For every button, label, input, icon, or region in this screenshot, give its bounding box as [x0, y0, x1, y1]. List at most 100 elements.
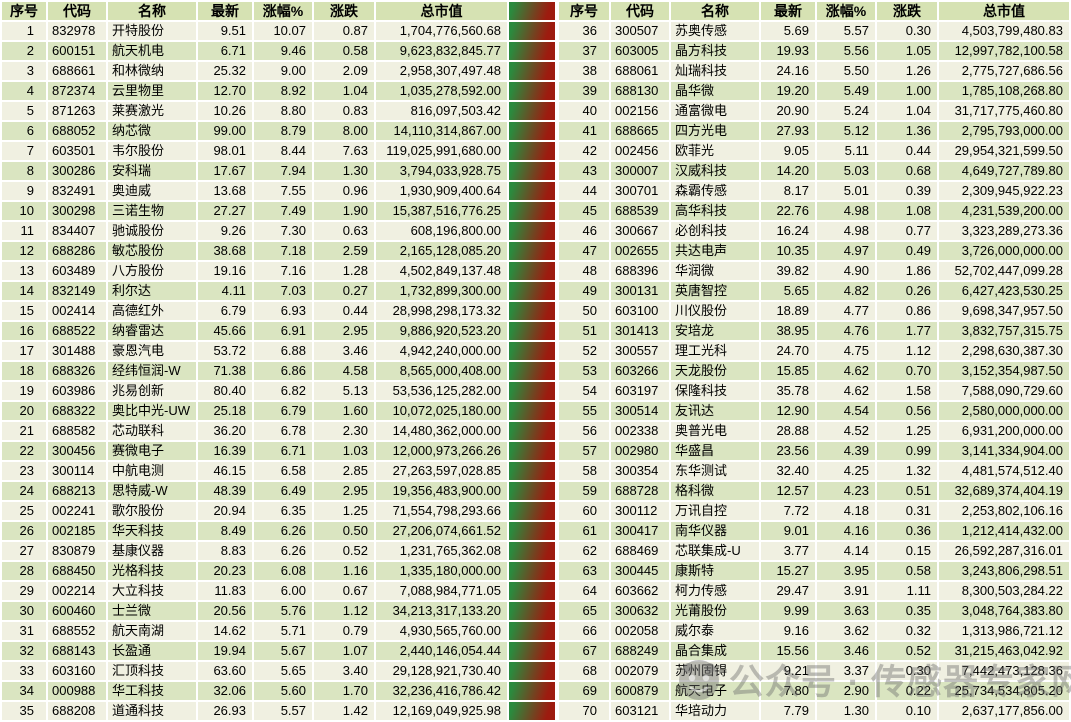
cell-change-pct[interactable]: 5.65	[254, 662, 312, 680]
cell-code[interactable]: 300514	[611, 402, 669, 420]
cell-last-price[interactable]: 29.47	[761, 582, 815, 600]
cell-change-pct[interactable]: 7.18	[254, 242, 312, 260]
table-row[interactable]: 22 300456 赛微电子 16.39 6.71 1.03 12,000,973,266.…	[2, 442, 555, 460]
table-row[interactable]: 66 002058 威尔泰 9.16 3.62 0.32 1,313,986,721.12	[559, 622, 1069, 640]
cell-last-price[interactable]: 23.56	[761, 442, 815, 460]
table-row[interactable]: 5 871263 莱赛激光 10.26 8.80 0.83 816,097,503.42	[2, 102, 555, 120]
cell-change[interactable]: 0.39	[877, 182, 937, 200]
cell-last-price[interactable]: 7.80	[761, 682, 815, 700]
cell-change-pct[interactable]: 4.25	[817, 462, 875, 480]
cell-last-price[interactable]: 9.26	[198, 222, 252, 240]
cell-name[interactable]: 大立科技	[108, 582, 196, 600]
table-row[interactable]: 17 301488 豪恩汽电 53.72 6.88 3.46 4,942,240,000.0…	[2, 342, 555, 360]
cell-index[interactable]: 31	[2, 622, 46, 640]
col-header-last-price[interactable]: 最新	[761, 2, 815, 20]
cell-change-pct[interactable]: 3.95	[817, 562, 875, 580]
cell-code[interactable]: 300701	[611, 182, 669, 200]
cell-name[interactable]: 安培龙	[671, 322, 759, 340]
cell-last-price[interactable]: 24.70	[761, 342, 815, 360]
cell-market-cap[interactable]: 4,481,574,512.40	[939, 462, 1069, 480]
cell-change-pct[interactable]: 1.30	[817, 702, 875, 720]
cell-market-cap[interactable]: 2,775,727,686.56	[939, 62, 1069, 80]
cell-name[interactable]: 南华仪器	[671, 522, 759, 540]
cell-change[interactable]: 1.32	[877, 462, 937, 480]
cell-change[interactable]: 1.12	[877, 342, 937, 360]
cell-market-cap[interactable]: 12,169,049,925.98	[376, 702, 507, 720]
cell-name[interactable]: 云里物里	[108, 82, 196, 100]
col-header-index[interactable]: 序号	[559, 2, 609, 20]
cell-market-cap[interactable]: 19,356,483,900.00	[376, 482, 507, 500]
cell-last-price[interactable]: 71.38	[198, 362, 252, 380]
cell-name[interactable]: 灿瑞科技	[671, 62, 759, 80]
cell-change-pct[interactable]: 4.14	[817, 542, 875, 560]
cell-change-pct[interactable]: 6.35	[254, 502, 312, 520]
table-row[interactable]: 47 002655 共达电声 10.35 4.97 0.49 3,726,000,000.0…	[559, 242, 1069, 260]
cell-name[interactable]: 航天电子	[671, 682, 759, 700]
cell-code[interactable]: 688208	[48, 702, 106, 720]
cell-index[interactable]: 51	[559, 322, 609, 340]
table-row[interactable]: 2 600151 航天机电 6.71 9.46 0.58 9,623,832,845.77	[2, 42, 555, 60]
cell-index[interactable]: 48	[559, 262, 609, 280]
cell-last-price[interactable]: 9.05	[761, 142, 815, 160]
table-row[interactable]: 20 688322 奥比中光-UW 25.18 6.79 1.60 10,072,025,1…	[2, 402, 555, 420]
cell-name[interactable]: 高华科技	[671, 202, 759, 220]
cell-change-pct[interactable]: 5.60	[254, 682, 312, 700]
cell-last-price[interactable]: 25.18	[198, 402, 252, 420]
table-row[interactable]: 9 832491 奥迪威 13.68 7.55 0.96 1,930,909,400.64	[2, 182, 555, 200]
cell-name[interactable]: 安科瑞	[108, 162, 196, 180]
cell-change[interactable]: 0.49	[877, 242, 937, 260]
cell-name[interactable]: 理工光科	[671, 342, 759, 360]
cell-change[interactable]: 4.58	[314, 362, 374, 380]
table-row[interactable]: 28 688450 光格科技 20.23 6.08 1.16 1,335,180,000.0…	[2, 562, 555, 580]
cell-code[interactable]: 300557	[611, 342, 669, 360]
cell-change-pct[interactable]: 7.30	[254, 222, 312, 240]
cell-change[interactable]: 2.30	[314, 422, 374, 440]
cell-change[interactable]: 0.31	[877, 502, 937, 520]
cell-last-price[interactable]: 24.16	[761, 62, 815, 80]
cell-index[interactable]: 66	[559, 622, 609, 640]
cell-market-cap[interactable]: 1,313,986,721.12	[939, 622, 1069, 640]
cell-change-pct[interactable]: 5.03	[817, 162, 875, 180]
col-header-name[interactable]: 名称	[671, 2, 759, 20]
cell-change[interactable]: 2.59	[314, 242, 374, 260]
cell-code[interactable]: 688286	[48, 242, 106, 260]
cell-change[interactable]: 2.09	[314, 62, 374, 80]
cell-last-price[interactable]: 35.78	[761, 382, 815, 400]
table-row[interactable]: 6 688052 纳芯微 99.00 8.79 8.00 14,110,314,867.00	[2, 122, 555, 140]
table-row[interactable]: 14 832149 利尔达 4.11 7.03 0.27 1,732,899,300.00	[2, 282, 555, 300]
cell-change-pct[interactable]: 6.26	[254, 522, 312, 540]
cell-index[interactable]: 56	[559, 422, 609, 440]
cell-name[interactable]: 奥比中光-UW	[108, 402, 196, 420]
cell-code[interactable]: 300131	[611, 282, 669, 300]
cell-index[interactable]: 13	[2, 262, 46, 280]
cell-market-cap[interactable]: 32,689,374,404.19	[939, 482, 1069, 500]
cell-name[interactable]: 思特威-W	[108, 482, 196, 500]
cell-change-pct[interactable]: 6.26	[254, 542, 312, 560]
cell-change-pct[interactable]: 3.63	[817, 602, 875, 620]
cell-code[interactable]: 688661	[48, 62, 106, 80]
cell-code[interactable]: 688052	[48, 122, 106, 140]
cell-change[interactable]: 1.28	[314, 262, 374, 280]
cell-code[interactable]: 688396	[611, 262, 669, 280]
cell-name[interactable]: 纳芯微	[108, 122, 196, 140]
cell-name[interactable]: 川仪股份	[671, 302, 759, 320]
cell-last-price[interactable]: 39.82	[761, 262, 815, 280]
cell-market-cap[interactable]: 12,997,782,100.58	[939, 42, 1069, 60]
table-row[interactable]: 18 688326 经纬恒润-W 71.38 6.86 4.58 8,565,000,408…	[2, 362, 555, 380]
cell-last-price[interactable]: 45.66	[198, 322, 252, 340]
cell-change[interactable]: 8.00	[314, 122, 374, 140]
cell-name[interactable]: 利尔达	[108, 282, 196, 300]
cell-name[interactable]: 芯联集成-U	[671, 542, 759, 560]
cell-name[interactable]: 光莆股份	[671, 602, 759, 620]
cell-code[interactable]: 000988	[48, 682, 106, 700]
cell-name[interactable]: 天龙股份	[671, 362, 759, 380]
cell-market-cap[interactable]: 4,942,240,000.00	[376, 342, 507, 360]
cell-change-pct[interactable]: 7.55	[254, 182, 312, 200]
cell-change-pct[interactable]: 5.67	[254, 642, 312, 660]
cell-name[interactable]: 经纬恒润-W	[108, 362, 196, 380]
cell-name[interactable]: 航天机电	[108, 42, 196, 60]
cell-code[interactable]: 688450	[48, 562, 106, 580]
cell-market-cap[interactable]: 2,309,945,922.23	[939, 182, 1069, 200]
cell-change[interactable]: 1.36	[877, 122, 937, 140]
table-row[interactable]: 23 300114 中航电测 46.15 6.58 2.85 27,263,597,028.…	[2, 462, 555, 480]
